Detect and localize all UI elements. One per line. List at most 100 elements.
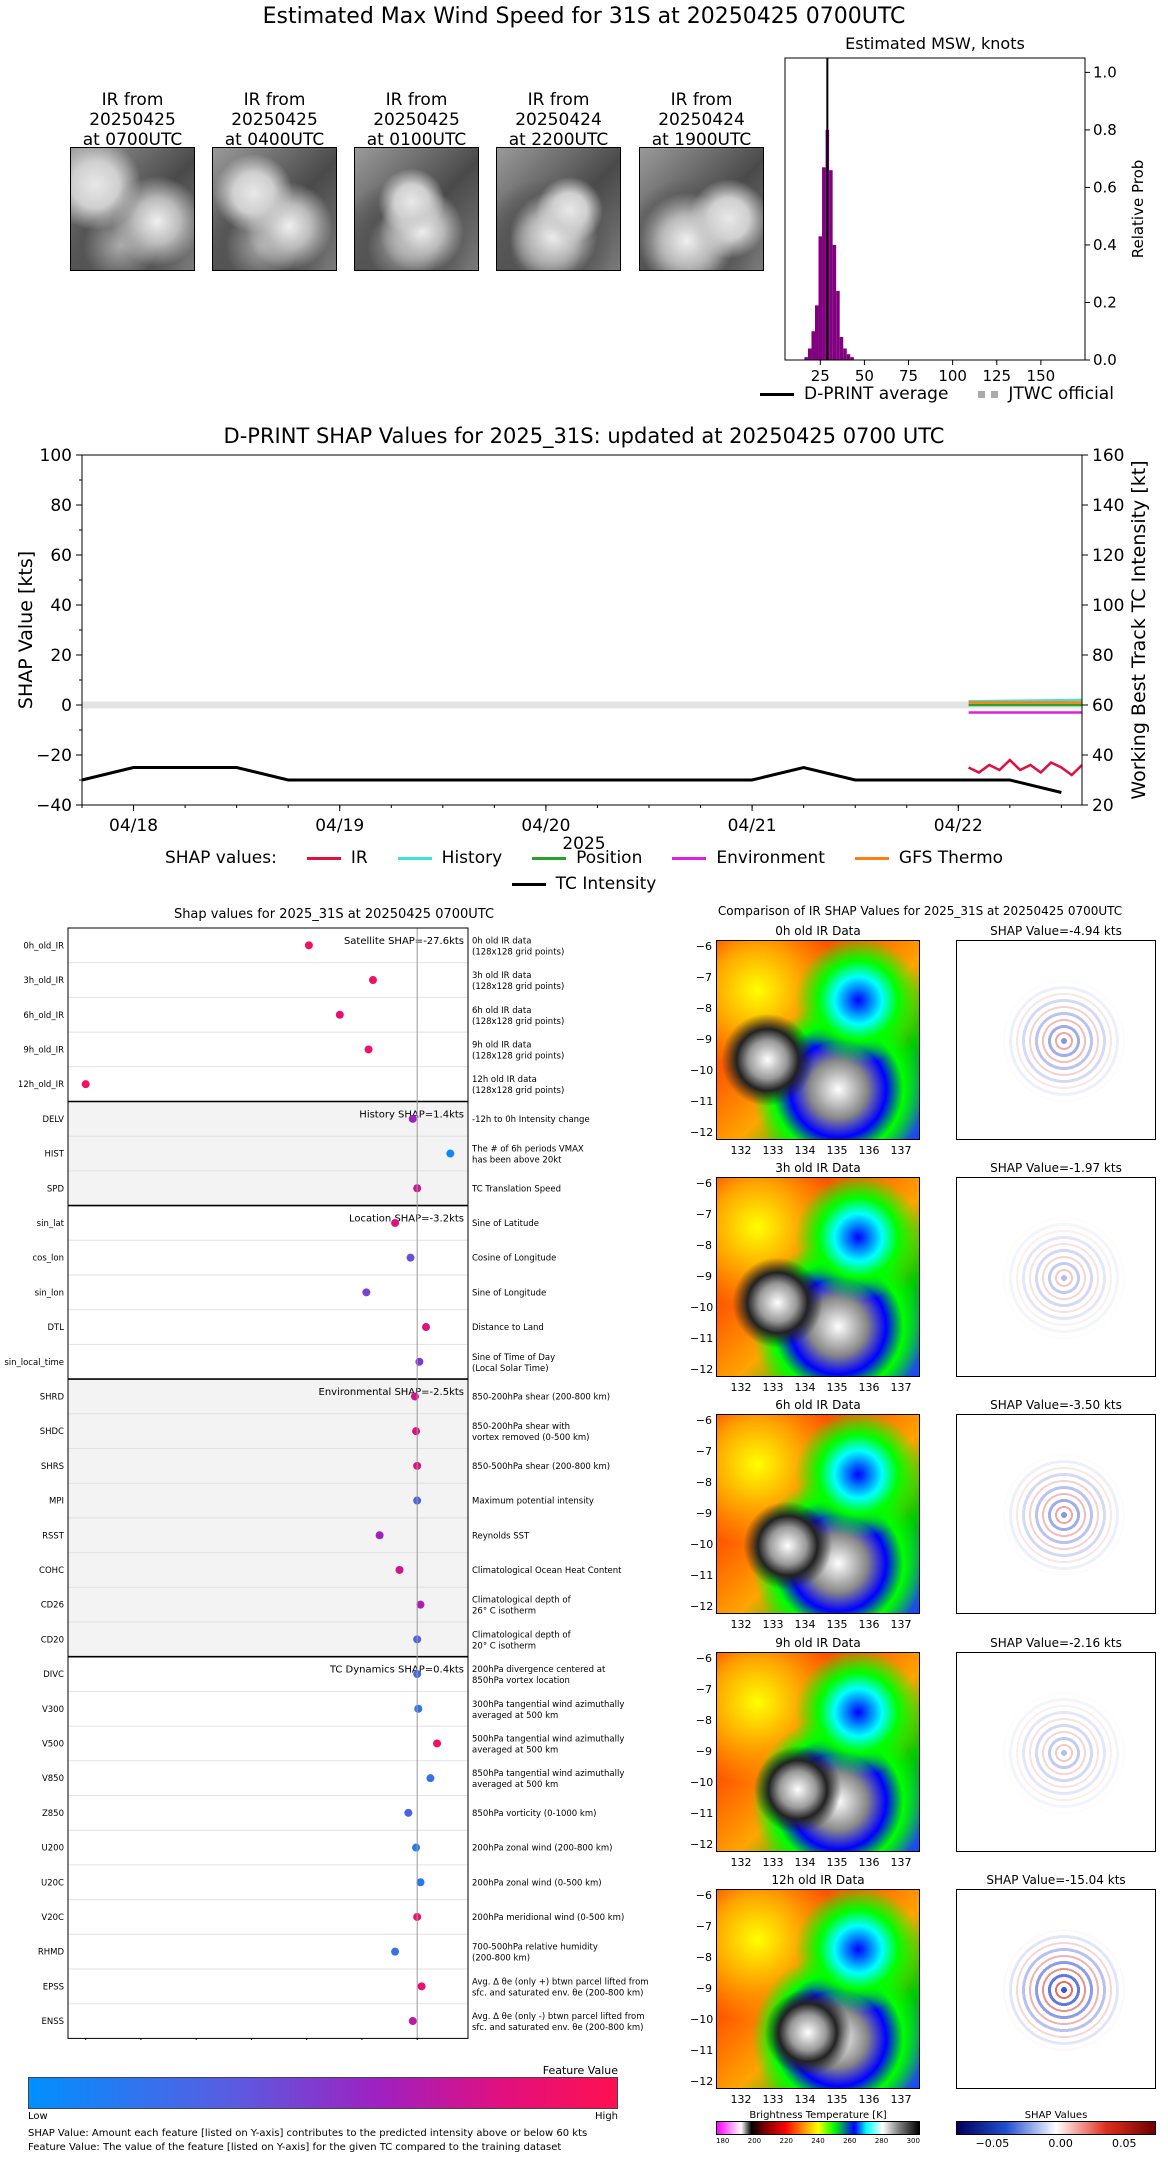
time-series-y-tick-label: 40 [50, 596, 72, 616]
ir-thumbnail-image [354, 147, 479, 271]
shap-pattern [987, 1920, 1127, 2060]
legend-dprint-average-label: D-PRINT average [804, 384, 949, 404]
ir-thumbnail-caption-line: 20250424 [658, 110, 745, 130]
ir-panel-y-tick-label: −7 [695, 1683, 712, 1696]
feature-description: (200-800 km) [472, 1954, 530, 1964]
feature-description: sfc. and saturated env. θe (200-800 km) [472, 1988, 644, 1998]
histogram-bar [839, 336, 844, 360]
shap-legend-label: GFS Thermo [898, 848, 1004, 868]
feature-description: -12h to 0h Intensity change [472, 1115, 590, 1125]
page-title: Estimated Max Wind Speed for 31S at 2025… [262, 4, 906, 29]
feature-description: averaged at 500 km [472, 1780, 558, 1790]
feature-name: sin_local_time [4, 1358, 64, 1368]
feature-description: 26° C isotherm [472, 1607, 536, 1617]
feature-name: V850 [42, 1774, 64, 1784]
feature-group-label: Location SHAP=-3.2kts [349, 1214, 464, 1225]
histogram-bar [815, 305, 819, 360]
shap-pattern [987, 1445, 1127, 1585]
time-series-right-tick-label: 60 [1092, 696, 1114, 716]
feature-description: 850-200hPa shear (200-800 km) [472, 1392, 610, 1402]
feature-group-label: Environmental SHAP=-2.5kts [319, 1387, 465, 1398]
ir-panel-y-tick-label: −10 [690, 1064, 714, 1077]
time-series-title: D-PRINT SHAP Values for 2025_31S: update… [224, 424, 945, 449]
ir-panel-x-tick-label: 132 [730, 1381, 752, 1394]
legend-tc-intensity-label: TC Intensity [555, 874, 657, 894]
histogram-y-tick-label: 0.4 [1093, 236, 1117, 254]
ir-panel-x-tick-label: 136 [858, 2093, 880, 2106]
feature-description: Sine of Longitude [472, 1288, 546, 1298]
ir-panel-title: 3h old IR Data [775, 1161, 861, 1175]
time-series-right-tick-label: 140 [1092, 496, 1124, 516]
feature-shap-point [362, 1288, 371, 1297]
histogram-bar [829, 170, 833, 360]
shap-legend-item: History [397, 848, 502, 868]
ir-panel-x-tick-label: 133 [762, 1381, 784, 1394]
feature-name: 0h_old_IR [23, 941, 64, 951]
shap-legend-label: IR [350, 848, 368, 868]
feature-shap-point [335, 1010, 344, 1019]
feature-shap-chart: Shap values for 2025_31S at 20250425 070… [4, 907, 649, 2040]
shap-panel-image [956, 940, 1156, 1140]
ir-panel-x-tick-label: 132 [730, 1144, 752, 1157]
ir-panel-image [716, 1414, 920, 1614]
feature-shap-point [412, 1427, 421, 1436]
feature-name: RHMD [38, 1948, 65, 1958]
histogram-y-label: Relative Prob [1129, 160, 1147, 259]
histogram-bar [818, 236, 823, 360]
feature-description: Climatological depth of [472, 1596, 572, 1606]
shap-time-series-chart: D-PRINT SHAP Values for 2025_31S: update… [15, 424, 1150, 850]
time-series-y-tick-label: −40 [36, 796, 72, 816]
ir-panel-y-tick-label: −12 [690, 2075, 714, 2088]
feature-name: cos_lon [32, 1254, 64, 1264]
feature-shap-point [408, 1114, 417, 1123]
feature-shap-point [391, 1218, 400, 1227]
feature-description: 0h old IR data [472, 936, 531, 946]
feature-low-label: Low [28, 2111, 48, 2122]
ir-panel-x-tick-label: 135 [826, 2093, 848, 2106]
feature-description: 9h old IR data [472, 1040, 531, 1050]
feature-name: SHDC [40, 1427, 64, 1437]
histogram-bar [811, 331, 815, 360]
histogram-x-tick-label: 100 [938, 367, 967, 385]
feature-shap-point [404, 1808, 413, 1817]
feature-group-label: Satellite SHAP=-27.6kts [344, 936, 464, 947]
ir-panel-x-tick-label: 135 [826, 1856, 848, 1869]
ir-panel-y-tick-label: −7 [695, 1920, 712, 1933]
feature-name: DIVC [43, 1670, 64, 1680]
time-series-right-tick-label: 40 [1092, 746, 1114, 766]
time-series-x-tick-label: 04/20 [521, 816, 570, 836]
ir-panel-x-tick-label: 132 [730, 1618, 752, 1631]
ir-panel-y-tick-label: −7 [695, 1445, 712, 1458]
legend-jtwc-official-label: JTWC official [1008, 384, 1114, 404]
histogram-x-tick-label: 150 [1027, 367, 1056, 385]
brightness-tick-label: 260 [843, 2137, 857, 2145]
ir-thumbnail-caption-line: 20250425 [373, 110, 460, 130]
ir-panel-y-tick-label: −10 [690, 1776, 714, 1789]
msw-histogram: Estimated MSW, knots 25 50 75 100 125 150 0.0 0.… [784, 34, 1147, 385]
feature-description: (128x128 grid points) [472, 1051, 564, 1061]
feature-name: V500 [42, 1739, 64, 1749]
ir-panel-x-tick-label: 135 [826, 1381, 848, 1394]
ir-thumbnail-caption-line: IR from [527, 90, 590, 110]
histogram-bar [804, 357, 808, 360]
time-series-x-tick-label: 04/22 [934, 816, 983, 836]
ir-thumbnail-image [70, 147, 195, 271]
ir-panel-title: 0h old IR Data [775, 924, 861, 938]
time-series-right-tick-label: 20 [1092, 796, 1114, 816]
ir-panel-y-tick-label: −8 [695, 1476, 712, 1489]
brightness-colorbar-label: Brightness Temperature [K] [749, 2110, 887, 2121]
ir-panel-x-tick-label: 132 [730, 1856, 752, 1869]
histogram-frame [784, 57, 1086, 361]
ir-panel-y-tick-label: −12 [690, 1363, 714, 1376]
shap-legend-title: SHAP values: [164, 848, 277, 868]
histogram-x-tick-label: 125 [982, 367, 1011, 385]
feature-name: 6h_old_IR [23, 1011, 64, 1021]
feature-name: U20C [41, 1878, 64, 1888]
ir-panel-title: 9h old IR Data [775, 1636, 861, 1650]
feature-name: SHRD [40, 1392, 65, 1402]
time-series-right-label: Working Best Track TC Intensity [kt] [1128, 460, 1150, 799]
feature-description: 850hPa vortex location [472, 1676, 570, 1686]
feature-description: vortex removed (0-500 km) [472, 1433, 589, 1443]
ir-panel-x-tick-label: 132 [730, 2093, 752, 2106]
histogram-y-tick-label: 0.8 [1093, 121, 1117, 139]
